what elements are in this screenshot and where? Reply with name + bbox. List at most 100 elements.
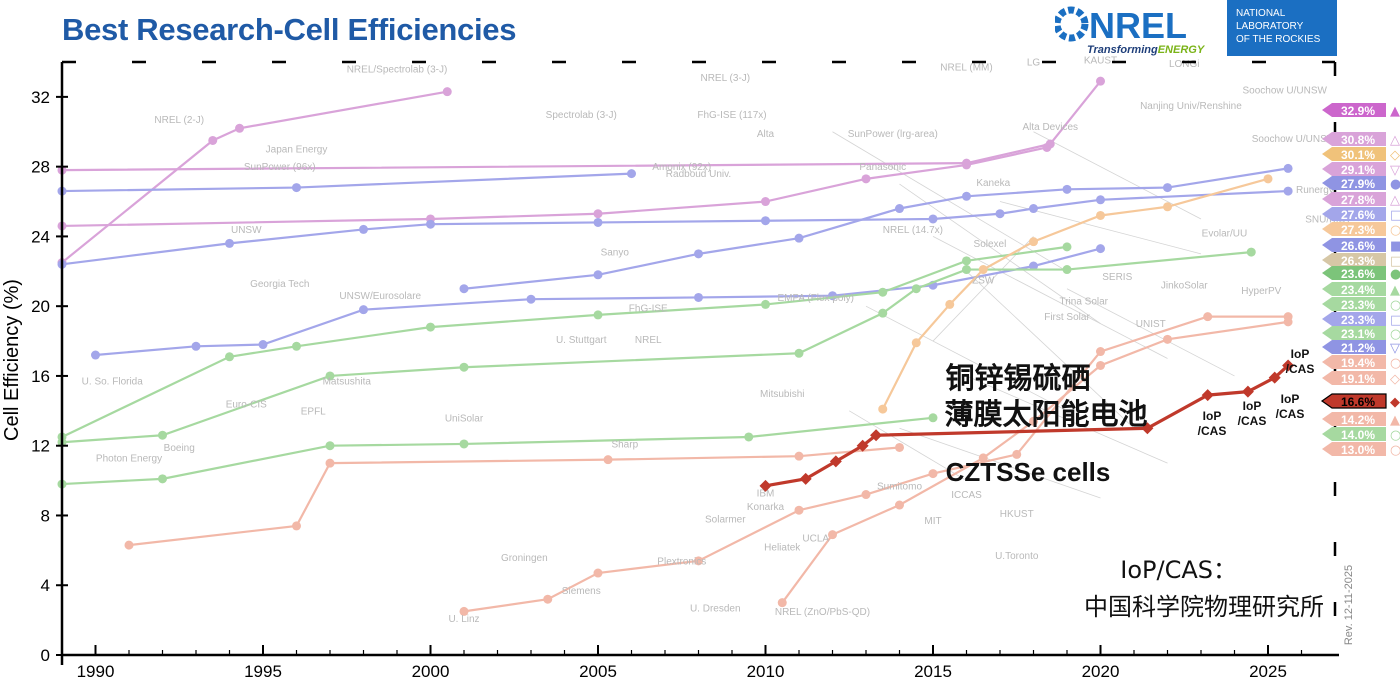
cell-annotation-label: Soochow U/UNSW bbox=[1243, 85, 1328, 96]
background-series-point bbox=[895, 500, 904, 510]
background-series-point bbox=[1163, 202, 1172, 212]
background-series-point bbox=[225, 352, 234, 362]
background-clutter-line bbox=[966, 271, 1135, 429]
highlight-label-en: CZTSSe cells bbox=[946, 457, 1111, 487]
record-label-flag bbox=[1322, 297, 1386, 311]
y-tick-label: 0 bbox=[41, 646, 50, 665]
background-series-point bbox=[1062, 242, 1072, 252]
cell-annotation-label: UNSW/Eurosolare bbox=[339, 291, 421, 302]
cell-annotation-label: Nanjing Univ/Renshine bbox=[1140, 101, 1242, 112]
credit-line2: 中国科学院物理研究所 bbox=[1084, 593, 1324, 621]
record-label-flag bbox=[1322, 355, 1386, 369]
background-series-point bbox=[1096, 347, 1105, 357]
background-series-point bbox=[225, 238, 234, 248]
background-series-point bbox=[928, 214, 938, 224]
background-series-point bbox=[828, 530, 837, 540]
record-label-marker: ◇ bbox=[1390, 372, 1400, 387]
record-label-marker: □ bbox=[1390, 313, 1400, 328]
record-label-flag bbox=[1322, 192, 1386, 206]
background-series-point bbox=[1263, 174, 1273, 184]
record-label-marker: ■ bbox=[1390, 239, 1400, 254]
background-series-point bbox=[426, 322, 435, 332]
background-series-line bbox=[95, 247, 1101, 357]
background-series-point bbox=[962, 191, 971, 201]
record-label-value: 14.2% bbox=[1341, 413, 1375, 427]
cell-annotation-label: MIT bbox=[924, 516, 941, 527]
record-label-value: 23.3% bbox=[1341, 298, 1375, 312]
record-label-marker: ▽ bbox=[1390, 163, 1400, 178]
record-label-value: 23.1% bbox=[1341, 327, 1375, 341]
record-label-value: 14.0% bbox=[1341, 428, 1375, 442]
background-clutter-line bbox=[1066, 288, 1235, 377]
background-series-point bbox=[1012, 449, 1022, 459]
cell-annotation-label: Georgia Tech bbox=[250, 279, 309, 290]
cell-annotation-label: IBM bbox=[757, 488, 775, 499]
record-label-marker: ○ bbox=[1390, 356, 1400, 371]
record-label-marker: △ bbox=[1390, 193, 1400, 208]
cell-annotation-label: LONGi bbox=[1169, 59, 1200, 70]
background-series-point bbox=[91, 350, 100, 360]
background-series-point bbox=[593, 217, 603, 227]
record-label-value: 29.1% bbox=[1341, 163, 1375, 177]
record-label-flag bbox=[1322, 326, 1386, 340]
background-clutter-line bbox=[899, 427, 1101, 499]
y-tick-label: 8 bbox=[41, 506, 50, 525]
record-label-flag bbox=[1322, 162, 1386, 176]
background-clutter-line bbox=[966, 375, 1168, 464]
cztsse-data-point bbox=[759, 479, 772, 492]
background-series-point bbox=[292, 341, 301, 351]
background-series-point bbox=[593, 568, 603, 578]
background-series-line bbox=[781, 320, 1289, 604]
background-series-point bbox=[1096, 76, 1105, 86]
y-tick-label: 32 bbox=[31, 88, 50, 107]
record-label-marker: ◇ bbox=[1390, 148, 1400, 163]
cztsse-point-label: IoP/CAS bbox=[1286, 347, 1315, 376]
lab-name-line: NATIONAL bbox=[1236, 8, 1286, 19]
background-series-point bbox=[945, 299, 955, 309]
record-label-flag bbox=[1320, 393, 1387, 409]
background-series-point bbox=[995, 209, 1005, 219]
background-series-point bbox=[962, 256, 971, 266]
background-series-point bbox=[962, 265, 971, 275]
background-series-point bbox=[258, 340, 268, 350]
record-label-marker: ○ bbox=[1390, 428, 1400, 443]
cell-annotation-label: Japan Energy bbox=[266, 145, 328, 156]
cztsse-point-label: IoP/CAS bbox=[1198, 409, 1227, 438]
record-label-value: 27.8% bbox=[1341, 193, 1375, 207]
cell-annotation-label: EPFL bbox=[301, 406, 326, 417]
background-series-point bbox=[627, 169, 636, 179]
y-tick-label: 12 bbox=[31, 437, 50, 456]
background-series-point bbox=[1029, 416, 1038, 426]
highlight-series-layer: IoP/CAS IoP/CAS IoP/CAS IoP/CAS bbox=[759, 347, 1315, 492]
record-label-marker: ○ bbox=[1390, 298, 1400, 313]
credit-line1: IoP/CAS： bbox=[1120, 556, 1237, 584]
background-series-line bbox=[881, 177, 1269, 410]
record-label-flag bbox=[1322, 412, 1386, 426]
record-label-marker: ▲ bbox=[1390, 413, 1400, 428]
cell-annotation-label: Alta bbox=[757, 129, 775, 140]
cell-annotation-label: KAUST bbox=[1084, 56, 1117, 67]
record-label-flag bbox=[1322, 266, 1386, 280]
cztsse-data-point bbox=[1141, 422, 1154, 435]
cell-annotation-label: JinkoSolar bbox=[1161, 281, 1208, 292]
x-tick-label: 2000 bbox=[412, 662, 450, 681]
background-series-line bbox=[61, 251, 1252, 444]
record-label-value: 27.9% bbox=[1341, 177, 1375, 191]
record-label-flag bbox=[1322, 103, 1386, 117]
record-label-value: 23.4% bbox=[1341, 283, 1375, 297]
axis-layer: 0 4 8 12 16 20 24 28 32 1990 1995 2000 2005 2010 2015 2… bbox=[31, 60, 1339, 681]
background-series-point bbox=[235, 123, 245, 133]
lab-name-box: NATIONAL LABORATORY OF THE ROCKIES bbox=[1227, 0, 1337, 56]
nrel-tagline-suffix: ENERGY bbox=[1158, 44, 1206, 56]
record-label-marker: ○ bbox=[1390, 443, 1400, 458]
background-series-point bbox=[978, 453, 988, 463]
record-label-value: 27.6% bbox=[1341, 208, 1375, 222]
cell-annotation-label: Mitsubishi bbox=[760, 389, 804, 400]
cell-annotation-label: SunPower (lrg-area) bbox=[848, 129, 938, 140]
background-series-point bbox=[208, 135, 218, 145]
cell-annotation-label: NREL (MM) bbox=[940, 63, 992, 74]
background-clutter-line bbox=[899, 183, 1101, 324]
y-tick-label: 28 bbox=[31, 158, 50, 177]
background-series-point bbox=[593, 310, 603, 320]
cell-annotation-label: Radboud Univ. bbox=[666, 169, 731, 180]
